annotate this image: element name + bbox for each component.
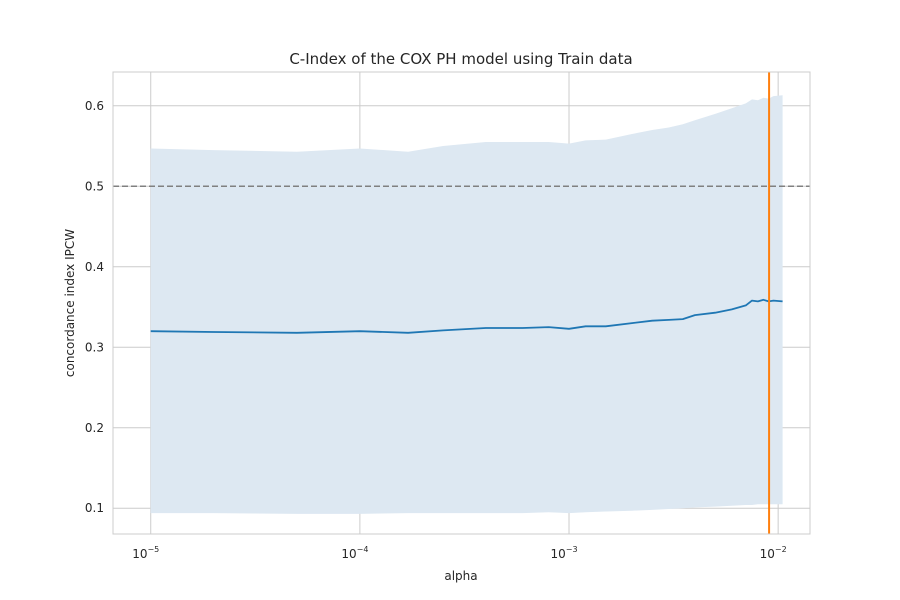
y-tick-label: 0.5 [85,179,104,193]
plot-frame [112,71,811,535]
y-axis-label: concordance index IPCW [63,229,77,377]
chart-title: C-Index of the COX PH model using Train … [289,50,632,68]
x-tick-label: 10−3 [550,545,577,561]
x-tick-label: 10−2 [760,545,787,561]
x-axis-label: alpha [444,569,477,583]
y-tick-label: 0.4 [85,260,104,274]
confidence-band-layer [150,95,783,514]
y-tick-label: 0.2 [85,421,104,435]
x-tick-label: 10−4 [341,545,368,561]
series-layer [150,298,783,334]
confidence-band [150,95,783,514]
y-tick-label: 0.1 [85,501,104,515]
tick-labels: 0.1 0.2 0.3 0.4 0.5 0.6 10−5 10−4 10−3 10−2 [85,99,787,561]
reference-lines [113,72,810,534]
y-tick-label: 0.6 [85,99,104,113]
y-tick-label: 0.3 [85,340,104,354]
x-tick-label: 10−5 [132,545,159,561]
mean-c-index-line [150,298,783,334]
